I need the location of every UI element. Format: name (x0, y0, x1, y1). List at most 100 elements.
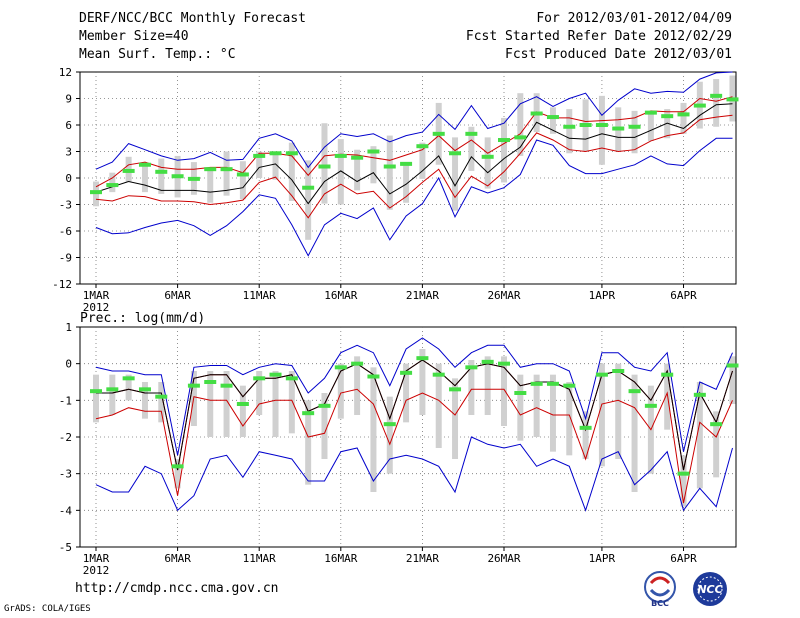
spread-box (239, 161, 246, 200)
spread-box (598, 95, 605, 165)
x-tick-label: 1MAR (83, 289, 110, 302)
ensemble-marker (122, 168, 135, 173)
spread-box (370, 146, 377, 184)
spread-box (288, 371, 295, 434)
ensemble-marker (693, 103, 706, 108)
ensemble-marker (138, 162, 151, 167)
spread-box (288, 142, 295, 201)
y-tick-label: -3 (59, 468, 72, 481)
ensemble-marker (155, 394, 168, 399)
produced-date: Fcst Produced Date 2012/03/01 (505, 47, 732, 62)
ensemble-marker (530, 381, 543, 386)
spread-box (207, 167, 214, 203)
ensemble-marker (449, 387, 462, 392)
x-tick-label: 16MAR (324, 552, 357, 565)
spread-box (207, 371, 214, 437)
ensemble-marker (383, 422, 396, 427)
spread-box (109, 374, 116, 415)
spread-box (664, 363, 671, 430)
ensemble-marker (122, 376, 135, 381)
member-size: Member Size=40 (79, 29, 189, 44)
ensemble-marker (498, 138, 510, 143)
panel-temperature: 12 9 6 3 0 -3 -6 -9 -12 1MAR 6MAR 11MAR 16MAR 21MAR 26… (52, 66, 739, 314)
panel-precipitation: 1 0 -1 -2 -3 -4 -5 1MAR 6MAR 11MAR 16MAR 21MAR 26MAR… (59, 311, 739, 577)
ensemble-marker (465, 131, 478, 136)
spread-box (713, 79, 720, 127)
y-tick-label: -2 (59, 431, 72, 444)
spread-box (223, 371, 230, 437)
refer-date: Fcst Started Refer Date 2012/02/29 (465, 29, 732, 44)
ensemble-marker (351, 361, 364, 366)
spread-box (680, 455, 687, 507)
y-tick-label: -5 (59, 541, 72, 554)
ensemble-marker (90, 389, 102, 394)
spread-box (435, 363, 442, 448)
min-envelope-line (95, 436, 733, 512)
ensemble-marker (318, 164, 331, 169)
spread-box (223, 151, 230, 196)
spread-box (109, 172, 116, 193)
spread-box (566, 109, 573, 154)
ensemble-marker (236, 402, 249, 406)
ensemble-marker (416, 144, 429, 149)
ensemble-marker (579, 425, 592, 430)
ensemble-marker (220, 383, 233, 388)
spread-box (272, 151, 279, 180)
spread-box (680, 102, 687, 134)
spread-box (598, 363, 605, 467)
ensemble-marker (449, 151, 462, 156)
spread-box (468, 360, 475, 415)
spread-box (647, 114, 654, 141)
ensemble-marker (530, 111, 543, 116)
ensemble-marker (253, 153, 266, 158)
source-url[interactable]: http://cmdp.ncc.cma.gov.cn (75, 581, 279, 596)
ensemble-marker (432, 372, 445, 377)
y-tick-label: -9 (59, 252, 72, 265)
spread-box (419, 142, 426, 179)
temp-variable-label: Mean Surf. Temp.: °C (79, 47, 236, 62)
ensemble-marker (334, 365, 347, 370)
ensemble-marker (726, 363, 739, 368)
ensemble-marker (416, 356, 429, 361)
ensemble-marker (220, 167, 233, 172)
spread-box (256, 371, 263, 415)
ensemble-marker (285, 151, 298, 156)
y-tick-label: -6 (59, 225, 72, 238)
spread-box (615, 363, 622, 459)
y-tick-label: 6 (65, 119, 72, 132)
spread-box (419, 349, 426, 415)
ensemble-marker (693, 392, 706, 397)
ensemble-marker (187, 176, 200, 181)
spread-box (517, 93, 524, 156)
ensemble-marker (367, 149, 380, 154)
ensemble-marker (236, 172, 249, 177)
spread-box (468, 126, 475, 171)
ensemble-marker (546, 115, 559, 120)
spread-box (354, 356, 361, 415)
ensemble-marker (171, 464, 184, 469)
spread-box (549, 107, 556, 134)
min-envelope-line (95, 137, 733, 257)
max-envelope-line (95, 71, 733, 170)
ncc-logo: NCC (693, 572, 727, 606)
spread-box (321, 123, 328, 204)
ensemble-marker (204, 380, 217, 384)
x-tick-label: 1MAR (83, 552, 110, 565)
spread-box (370, 367, 377, 492)
spread-box (272, 371, 279, 437)
spread-box (93, 374, 99, 423)
spread-box (305, 400, 312, 485)
logos: BCC NCC (644, 571, 727, 608)
spread-box (452, 137, 459, 211)
spread-box (713, 411, 720, 478)
ensemble-marker (367, 374, 380, 379)
ensemble-marker (677, 471, 690, 476)
lower-quantile-line (95, 114, 733, 219)
ensemble-marker (595, 372, 608, 377)
y-tick-label: -4 (59, 504, 73, 517)
x-tick-label: 6APR (670, 552, 697, 565)
ensemble-marker (628, 389, 641, 394)
ensemble-marker (481, 359, 494, 364)
spread-box (158, 158, 165, 194)
y-tick-label: 9 (65, 93, 72, 106)
